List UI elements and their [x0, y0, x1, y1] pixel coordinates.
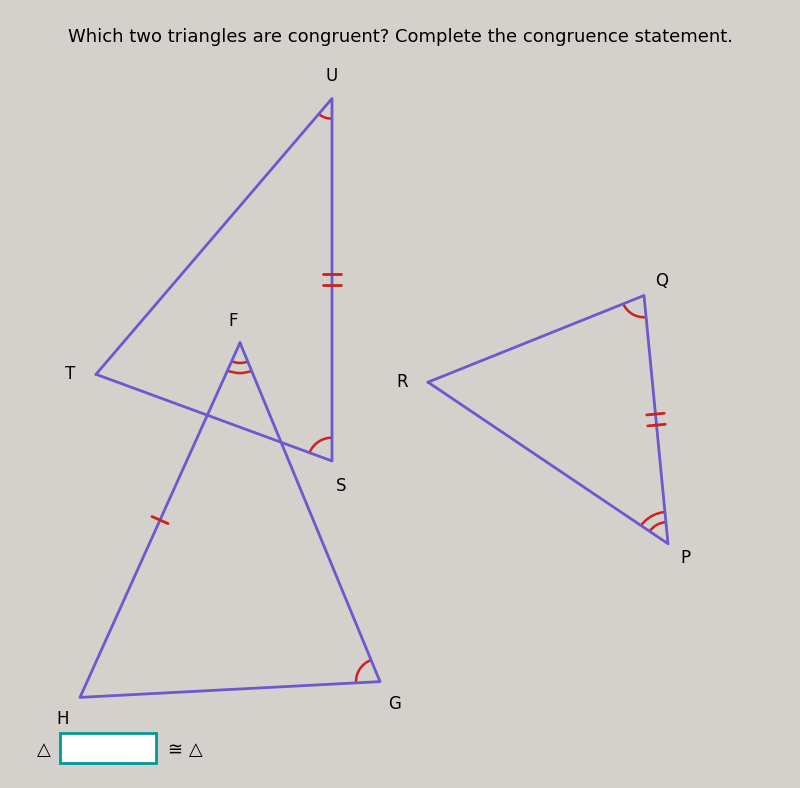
Text: G: G	[388, 695, 401, 712]
Text: H: H	[56, 711, 69, 728]
Text: U: U	[326, 68, 338, 85]
Text: Which two triangles are congruent? Complete the congruence statement.: Which two triangles are congruent? Compl…	[67, 28, 733, 46]
Text: P: P	[681, 549, 690, 567]
Text: F: F	[229, 312, 238, 329]
Text: ≅ △: ≅ △	[168, 742, 202, 759]
Text: Q: Q	[655, 273, 668, 290]
FancyBboxPatch shape	[60, 733, 156, 763]
Text: △: △	[37, 742, 51, 759]
Text: S: S	[336, 478, 347, 495]
Text: T: T	[66, 366, 75, 383]
Text: R: R	[397, 374, 408, 391]
